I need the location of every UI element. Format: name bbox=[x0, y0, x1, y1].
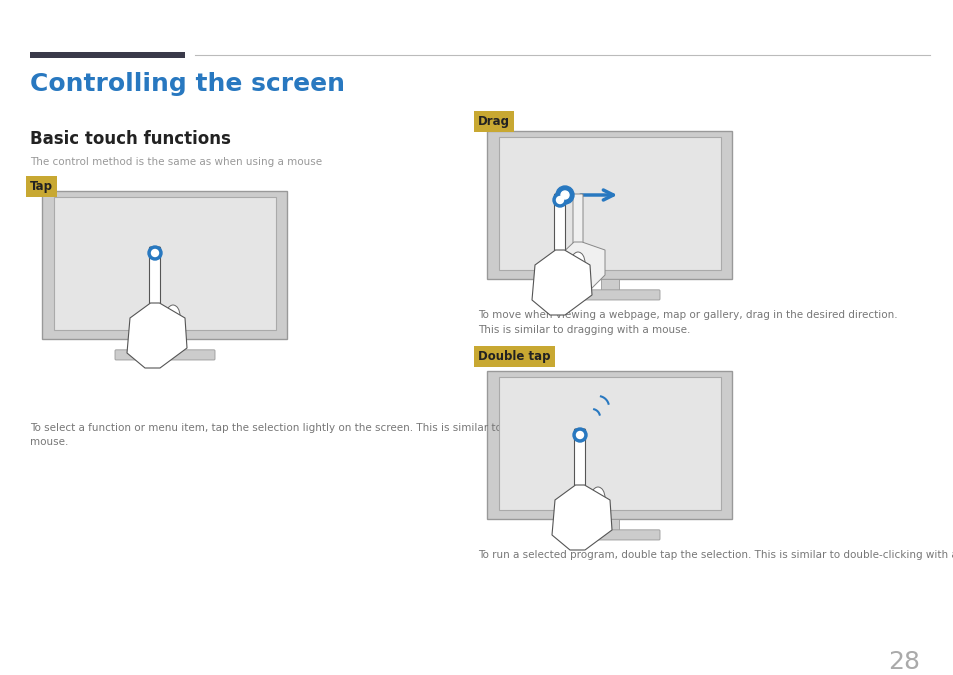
Ellipse shape bbox=[571, 252, 584, 274]
Circle shape bbox=[556, 196, 563, 203]
Bar bbox=[156, 339, 173, 351]
Ellipse shape bbox=[590, 487, 604, 509]
FancyBboxPatch shape bbox=[559, 290, 659, 300]
Circle shape bbox=[556, 186, 574, 204]
Text: Drag: Drag bbox=[477, 115, 510, 128]
Text: Controlling the screen: Controlling the screen bbox=[30, 72, 345, 96]
Text: Tap: Tap bbox=[30, 180, 53, 193]
Text: mouse.: mouse. bbox=[30, 437, 69, 447]
Text: To move when viewing a webpage, map or gallery, drag in the desired direction.: To move when viewing a webpage, map or g… bbox=[477, 310, 897, 320]
Circle shape bbox=[553, 193, 566, 207]
Text: To select a function or menu item, tap the selection lightly on the screen. This: To select a function or menu item, tap t… bbox=[30, 423, 579, 433]
Bar bbox=[600, 279, 618, 291]
FancyBboxPatch shape bbox=[150, 247, 160, 309]
Bar bbox=[487, 371, 732, 519]
Text: Basic touch functions: Basic touch functions bbox=[30, 130, 231, 148]
Polygon shape bbox=[555, 242, 604, 300]
Circle shape bbox=[576, 431, 583, 439]
Circle shape bbox=[560, 191, 568, 199]
Polygon shape bbox=[552, 485, 612, 550]
Circle shape bbox=[573, 428, 586, 442]
Text: This is similar to dragging with a mouse.: This is similar to dragging with a mouse… bbox=[477, 325, 690, 335]
Text: Double tap: Double tap bbox=[477, 350, 550, 363]
Bar bbox=[600, 519, 618, 531]
Polygon shape bbox=[532, 250, 592, 315]
Bar bbox=[498, 377, 720, 510]
FancyBboxPatch shape bbox=[574, 429, 585, 491]
Circle shape bbox=[152, 250, 158, 256]
Circle shape bbox=[148, 246, 162, 260]
Bar bbox=[30, 52, 185, 58]
Text: 28: 28 bbox=[887, 650, 919, 674]
Ellipse shape bbox=[166, 305, 180, 327]
FancyBboxPatch shape bbox=[573, 194, 582, 246]
Bar bbox=[53, 197, 276, 330]
Bar bbox=[498, 137, 720, 270]
FancyBboxPatch shape bbox=[115, 350, 214, 360]
Text: To run a selected program, double tap the selection. This is similar to double-c: To run a selected program, double tap th… bbox=[477, 550, 953, 560]
Text: The control method is the same as when using a mouse: The control method is the same as when u… bbox=[30, 157, 322, 167]
Bar bbox=[43, 191, 287, 339]
FancyBboxPatch shape bbox=[559, 530, 659, 540]
FancyBboxPatch shape bbox=[554, 194, 565, 256]
Bar bbox=[487, 131, 732, 279]
Polygon shape bbox=[127, 303, 187, 368]
